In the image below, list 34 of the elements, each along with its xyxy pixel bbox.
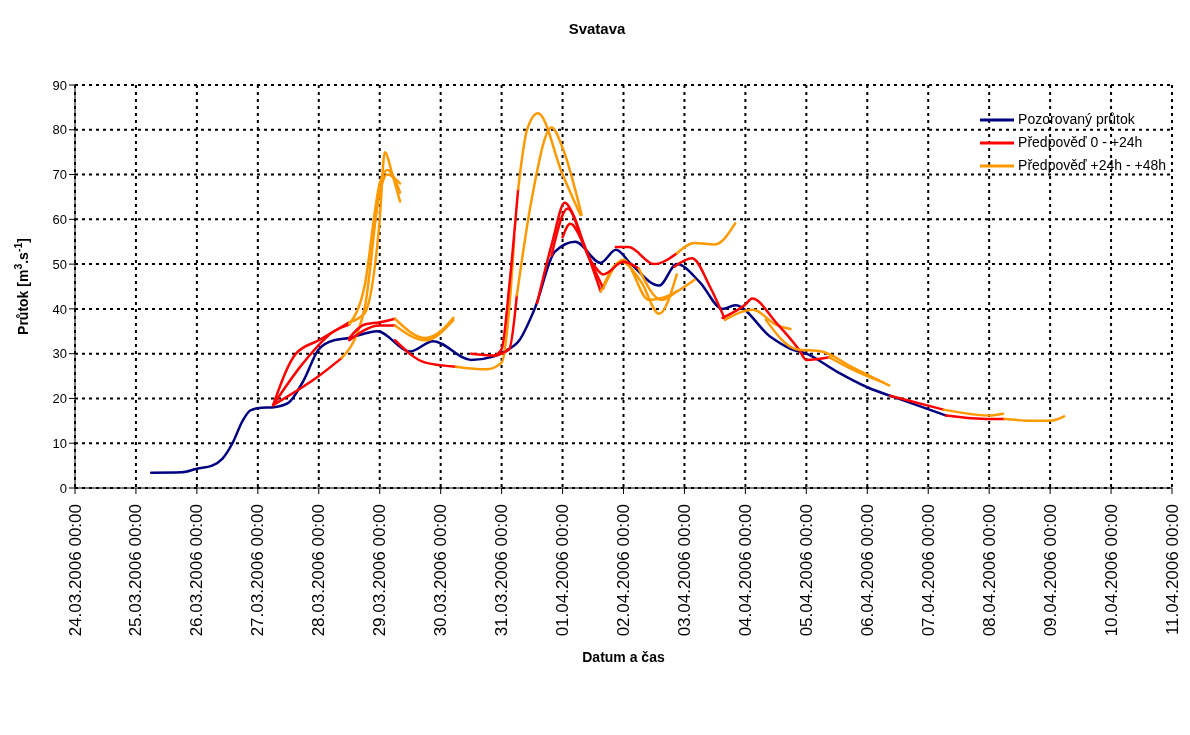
x-tick-label: 30.03.2006 00:00	[431, 504, 451, 637]
y-tick-label: 60	[52, 211, 67, 227]
x-tick-label: 24.03.2006 00:00	[65, 504, 85, 637]
x-tick-label: 25.03.2006 00:00	[126, 504, 146, 637]
y-tick-label: 0	[59, 480, 67, 496]
x-tick-label: 10.04.2006 00:00	[1101, 504, 1121, 637]
y-tick-label: 50	[52, 256, 67, 272]
x-tick-label: 05.04.2006 00:00	[796, 504, 816, 637]
x-tick-label: 08.04.2006 00:00	[979, 504, 999, 637]
x-axis-title: Datum a čas	[582, 649, 665, 665]
legend-label: Pozorovaný průtok	[1018, 110, 1135, 129]
x-tick-label: 09.04.2006 00:00	[1040, 504, 1060, 637]
y-tick-label: 90	[52, 77, 67, 93]
y-tick-label: 80	[52, 122, 67, 138]
x-tick-label: 26.03.2006 00:00	[187, 504, 207, 637]
x-tick-label: 03.04.2006 00:00	[674, 504, 694, 637]
y-tick-label: 10	[52, 435, 67, 451]
x-tick-label: 06.04.2006 00:00	[857, 504, 877, 637]
x-tick-label: 28.03.2006 00:00	[309, 504, 329, 637]
legend-label: Předpověď +24h - +48h	[1018, 156, 1166, 175]
y-tick-label: 20	[52, 391, 67, 407]
x-tick-label: 07.04.2006 00:00	[918, 504, 938, 637]
x-tick-label: 04.04.2006 00:00	[735, 504, 755, 637]
y-tick-label: 40	[52, 301, 67, 317]
x-tick-label: 29.03.2006 00:00	[370, 504, 390, 637]
x-tick-label: 11.04.2006 00:00	[1162, 504, 1182, 636]
chart-title: Svatava	[567, 20, 627, 37]
legend-label: Předpověď 0 - +24h	[1018, 133, 1143, 152]
y-tick-label: 70	[52, 167, 67, 183]
x-tick-label: 27.03.2006 00:00	[248, 504, 268, 637]
y-tick-label: 30	[52, 346, 67, 362]
x-tick-label: 31.03.2006 00:00	[492, 504, 512, 637]
x-tick-label: 01.04.2006 00:00	[553, 504, 573, 637]
x-tick-label: 02.04.2006 00:00	[614, 504, 633, 637]
